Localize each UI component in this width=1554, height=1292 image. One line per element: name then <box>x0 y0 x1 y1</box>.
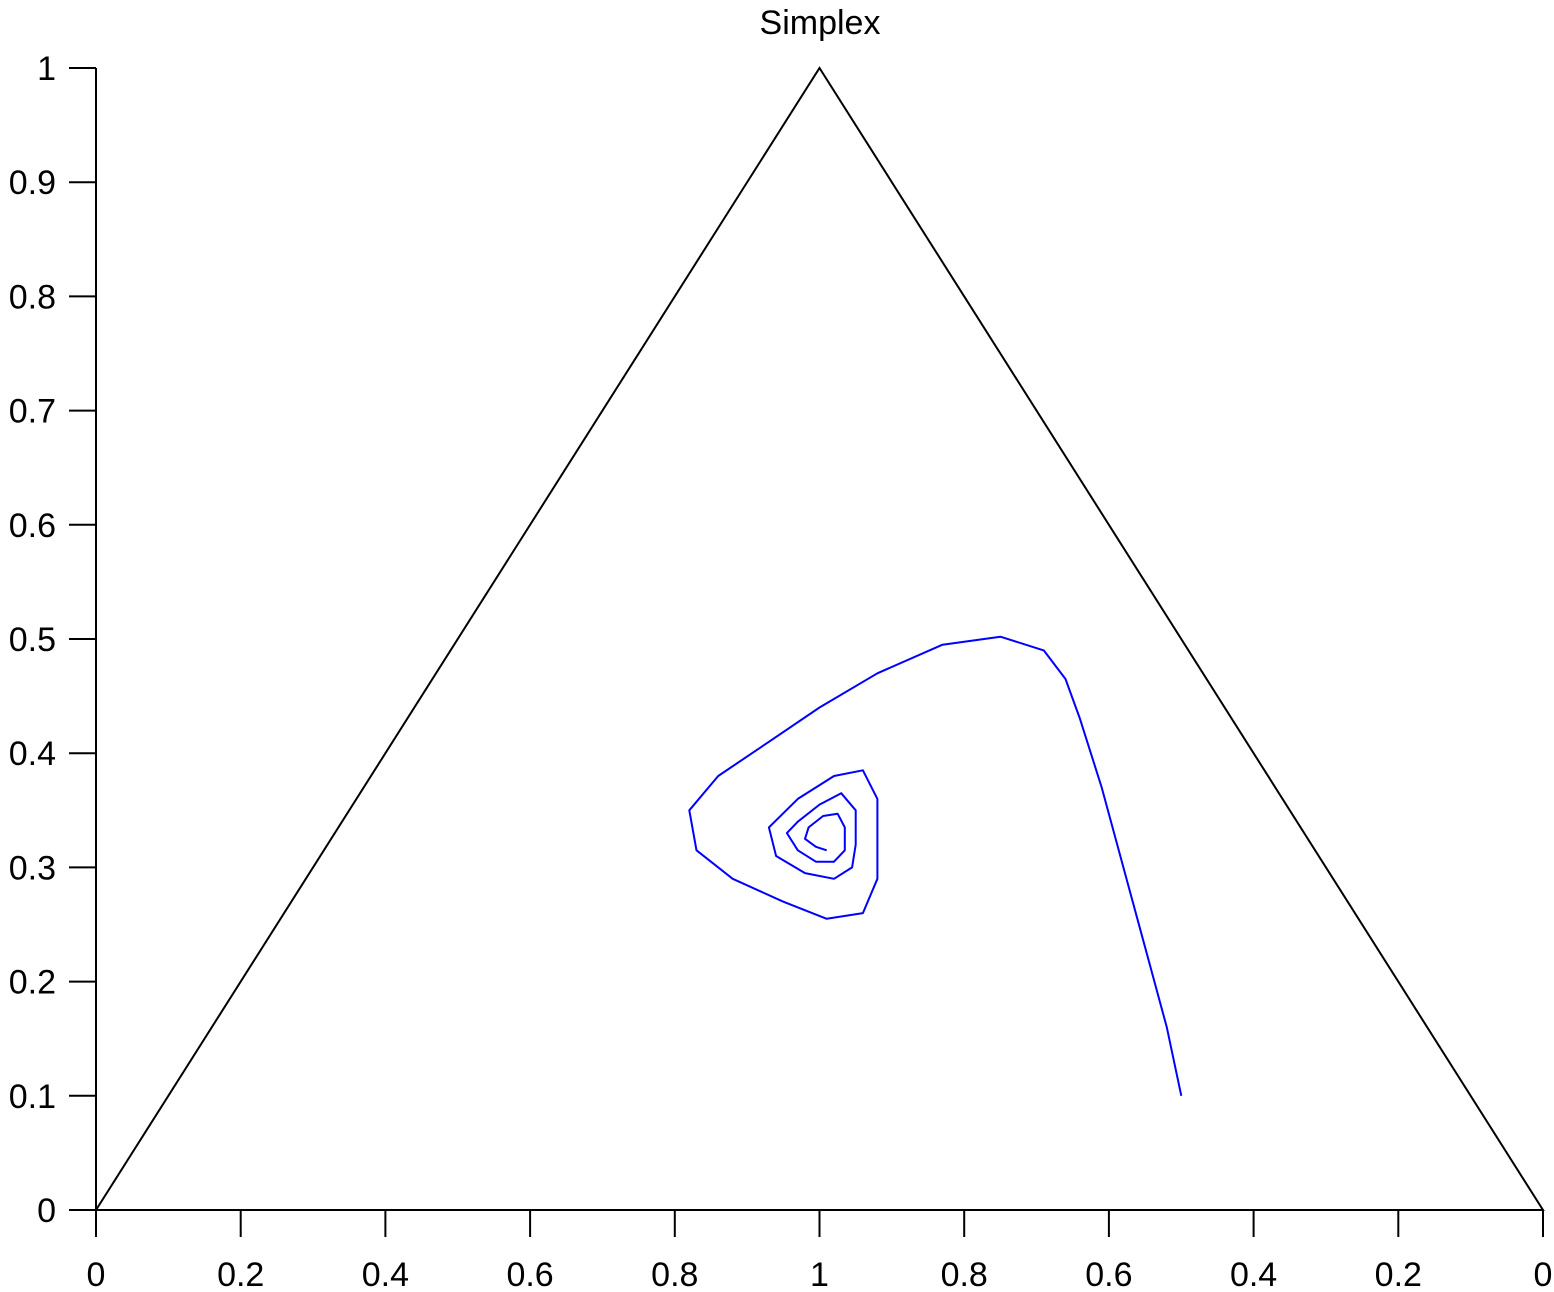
x-tick-label: 0.4 <box>1230 1256 1277 1292</box>
y-tick-label: 0.8 <box>9 278 56 316</box>
y-tick-label: 0.3 <box>9 849 56 887</box>
chart-title: Simplex <box>760 4 881 42</box>
y-tick-label: 0.5 <box>9 621 56 659</box>
x-tick-label: 0.6 <box>506 1256 553 1292</box>
x-tick-label: 0 <box>1534 1256 1553 1292</box>
x-tick-label: 0.2 <box>1375 1256 1422 1292</box>
y-tick-label: 0.2 <box>9 964 56 1002</box>
y-tick-label: 0.7 <box>9 393 56 431</box>
y-tick-label: 0.6 <box>9 507 56 545</box>
y-tick-label: 1 <box>37 50 56 88</box>
x-tick-label: 0.8 <box>941 1256 988 1292</box>
y-tick-label: 0.9 <box>9 164 56 202</box>
y-tick-label: 0 <box>37 1192 56 1230</box>
y-tick-label: 0.4 <box>9 735 56 773</box>
y-tick-label: 0.1 <box>9 1078 56 1116</box>
y-axis: 0 0.1 0.2 0.3 0.4 0.5 0.6 0.7 0.8 0.9 1 <box>9 50 97 1230</box>
x-axis: 0 0.2 0.4 0.6 0.8 1 0.8 0.6 0.4 0.2 0 <box>87 1209 1553 1292</box>
x-ticks: 0 0.2 0.4 0.6 0.8 1 0.8 0.6 0.4 0.2 0 <box>87 1210 1553 1292</box>
x-tick-label: 0 <box>87 1256 106 1292</box>
simplex-triangle <box>94 66 1545 1211</box>
y-ticks: 0 0.1 0.2 0.3 0.4 0.5 0.6 0.7 0.8 0.9 1 <box>9 50 96 1230</box>
x-tick-label: 0.4 <box>362 1256 409 1292</box>
x-tick-label: 0.8 <box>651 1256 698 1292</box>
x-tick-label: 1 <box>810 1256 829 1292</box>
x-tick-label: 0.6 <box>1085 1256 1132 1292</box>
x-tick-label: 0.2 <box>217 1256 264 1292</box>
series-line-trajectory <box>688 635 1183 1097</box>
